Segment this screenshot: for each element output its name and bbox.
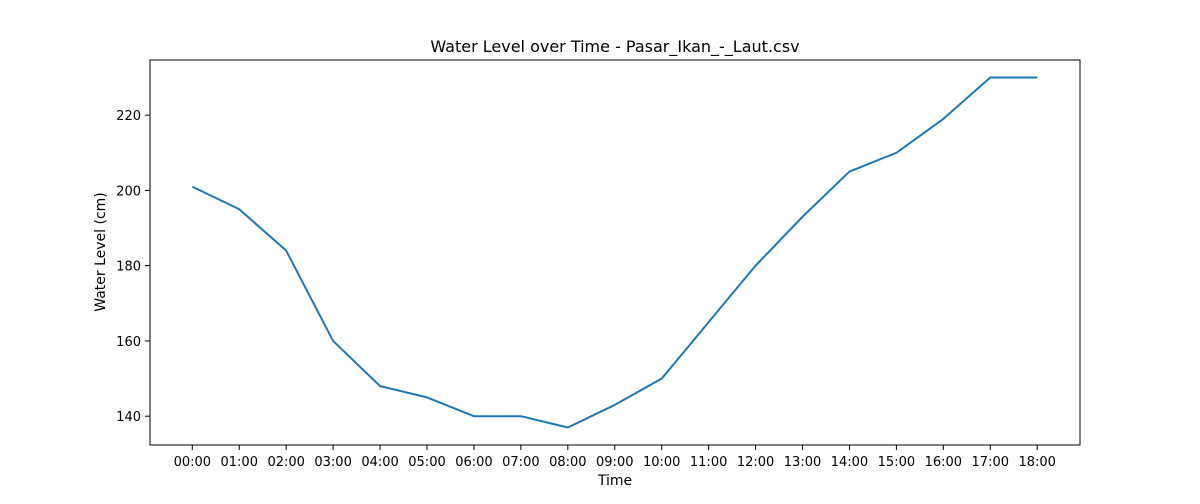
x-tick-label: 17:00	[972, 455, 1009, 470]
x-tick-label: 18:00	[1018, 455, 1055, 470]
y-tick-label: 220	[116, 109, 141, 124]
y-tick-label: 160	[116, 335, 141, 350]
y-axis-ticks: 140 160 180 200 220	[116, 109, 150, 425]
x-tick-label: 16:00	[925, 455, 962, 470]
y-tick-label: 140	[116, 410, 141, 425]
x-tick-label: 14:00	[831, 455, 868, 470]
x-axis-label: Time	[597, 473, 632, 489]
series-line	[191, 76, 1038, 429]
x-tick-label: 06:00	[455, 455, 492, 470]
x-tick-label: 05:00	[408, 455, 445, 470]
x-tick-label: 09:00	[596, 455, 633, 470]
x-tick-label: 01:00	[221, 455, 258, 470]
x-tick-label: 00:00	[174, 455, 211, 470]
x-tick-label: 08:00	[549, 455, 586, 470]
x-tick-label: 11:00	[690, 455, 727, 470]
x-tick-label: 03:00	[314, 455, 351, 470]
x-tick-label: 12:00	[737, 455, 774, 470]
series-layer	[191, 76, 1038, 429]
y-tick-label: 180	[116, 260, 141, 275]
x-tick-label: 15:00	[878, 455, 915, 470]
x-tick-label: 04:00	[361, 455, 398, 470]
x-tick-label: 13:00	[784, 455, 821, 470]
x-axis-ticks: 00:00 01:00 02:00 03:00 04:00 05:00 06:00 07:00…	[174, 445, 1056, 470]
plot-frame	[149, 59, 1081, 446]
x-tick-label: 02:00	[267, 455, 304, 470]
x-tick-label: 07:00	[502, 455, 539, 470]
chart-title: Water Level over Time - Pasar_Ikan_-_Lau…	[430, 37, 799, 57]
y-axis-label: Water Level (cm)	[93, 192, 109, 312]
y-tick-label: 200	[116, 184, 141, 199]
x-tick-label: 10:00	[643, 455, 680, 470]
